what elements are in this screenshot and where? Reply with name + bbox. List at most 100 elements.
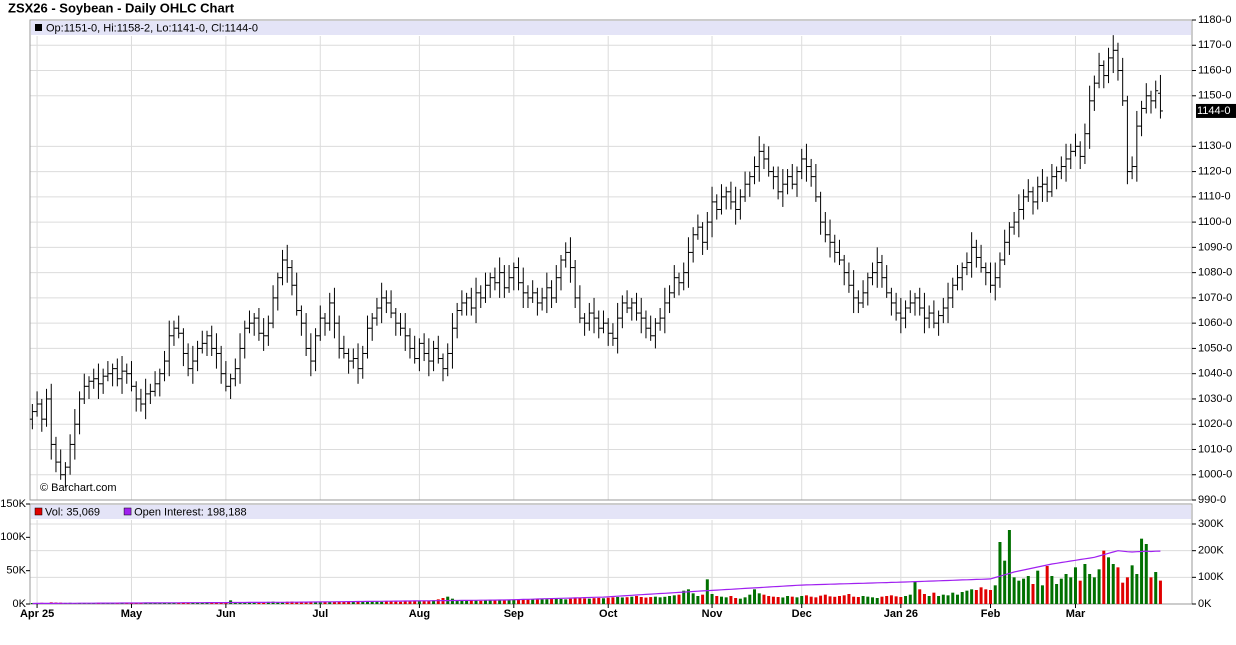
volume-bar <box>738 598 742 604</box>
x-tick-label: Jan 26 <box>884 608 918 620</box>
y-tick-label: 1160-0 <box>1198 64 1231 76</box>
volume-bar <box>592 598 596 604</box>
y-tick-label: 1070-0 <box>1198 292 1232 304</box>
volume-bar <box>554 598 558 604</box>
volume-bar <box>795 597 799 604</box>
y-tick-label: 1120-0 <box>1198 165 1231 177</box>
volume-bar <box>332 601 336 604</box>
volume-bar <box>823 594 827 604</box>
volume-bar <box>328 601 332 604</box>
volume-bar <box>781 597 785 604</box>
y-tick-label: 0K <box>13 598 27 610</box>
volume-legend-band <box>31 505 1191 519</box>
price-legend-swatch <box>35 24 42 31</box>
volume-bar <box>469 600 473 604</box>
volume-bar <box>361 601 365 604</box>
chart-title: ZSX26 - Soybean - Daily OHLC Chart <box>8 0 235 15</box>
volume-bar <box>1017 580 1021 604</box>
volume-bar <box>1092 577 1096 604</box>
volume-bar <box>238 602 242 604</box>
volume-bar <box>535 599 539 604</box>
volume-bar <box>573 598 577 604</box>
volume-bar <box>266 601 270 604</box>
volume-panel-frame <box>29 503 1193 605</box>
volume-bar <box>1158 580 1162 604</box>
volume-bar <box>583 598 587 604</box>
volume-bar <box>644 597 648 604</box>
volume-bar <box>1059 578 1063 604</box>
volume-bar <box>682 590 686 604</box>
volume-bar <box>753 589 757 604</box>
volume-bar <box>347 602 351 604</box>
volume-bar <box>814 597 818 604</box>
legend-label: Vol: 35,069 <box>45 506 100 518</box>
volume-bar <box>630 596 634 604</box>
volume-bar <box>479 600 483 604</box>
volume-bar <box>219 602 223 604</box>
volume-bar <box>658 597 662 604</box>
y-tick-label: 990-0 <box>1198 494 1226 506</box>
volume-bar <box>1149 577 1153 604</box>
volume-bar <box>757 593 761 604</box>
volume-bar <box>488 600 492 604</box>
x-tick-label: Sep <box>504 608 524 620</box>
y-tick-label: 1100-0 <box>1198 216 1231 228</box>
volume-bar <box>1026 576 1030 604</box>
volume-bar <box>474 600 478 604</box>
volume-bar <box>866 596 870 604</box>
volume-bar <box>635 596 639 604</box>
volume-bar <box>460 600 464 604</box>
volume-bar <box>885 596 889 604</box>
volume-bar <box>436 599 440 604</box>
volume-bar <box>837 596 841 604</box>
volume-bar <box>1007 530 1011 604</box>
volume-bar <box>1078 580 1082 604</box>
x-tick-label: Dec <box>792 608 812 620</box>
y-tick-label: 1180-0 <box>1198 14 1231 26</box>
y-tick-label: 50K <box>6 565 26 577</box>
volume-bar <box>1140 538 1144 604</box>
volume-bar <box>677 594 681 604</box>
volume-bar <box>937 596 941 604</box>
volume-bar <box>904 596 908 604</box>
volume-bar <box>403 601 407 604</box>
volume-bar <box>578 598 582 604</box>
volume-bar <box>191 602 195 604</box>
volume-bar <box>181 602 185 604</box>
volume-bar <box>800 596 804 604</box>
volume-bar <box>889 595 893 604</box>
volume-bar <box>908 594 912 604</box>
volume-bar <box>771 596 775 604</box>
volume-bar <box>144 603 148 604</box>
volume-bar <box>540 599 544 604</box>
y-tick-label: 1000-0 <box>1198 469 1232 481</box>
volume-bar <box>564 599 568 604</box>
volume-bar <box>965 590 969 604</box>
volume-bar <box>450 598 454 604</box>
volume-bar <box>186 602 190 604</box>
volume-bar <box>337 601 341 604</box>
volume-bar <box>668 596 672 604</box>
volume-bar <box>1154 572 1158 604</box>
volume-bar <box>715 596 719 604</box>
volume-bar <box>776 597 780 604</box>
volume-bar <box>233 602 237 604</box>
x-tick-label: Jul <box>312 608 328 620</box>
price-legend: Op:1151-0, Hi:1158-2, Lo:1141-0, Cl:1144… <box>46 22 258 34</box>
volume-bar <box>408 601 412 604</box>
volume-bar <box>252 602 256 604</box>
watermark: © Barchart.com <box>40 482 117 494</box>
volume-bar <box>696 596 700 604</box>
volume-bar <box>719 596 723 604</box>
volume-bar <box>686 589 690 604</box>
volume-bar <box>1135 574 1139 604</box>
volume-bar <box>847 594 851 604</box>
volume-bar <box>526 599 530 604</box>
volume-bar <box>1040 585 1044 604</box>
volume-bar <box>946 595 950 604</box>
volume-bar <box>299 602 303 604</box>
volume-bar <box>493 600 497 604</box>
volume-bar <box>1125 577 1129 604</box>
volume-bar <box>148 603 152 604</box>
volume-bar <box>819 595 823 604</box>
